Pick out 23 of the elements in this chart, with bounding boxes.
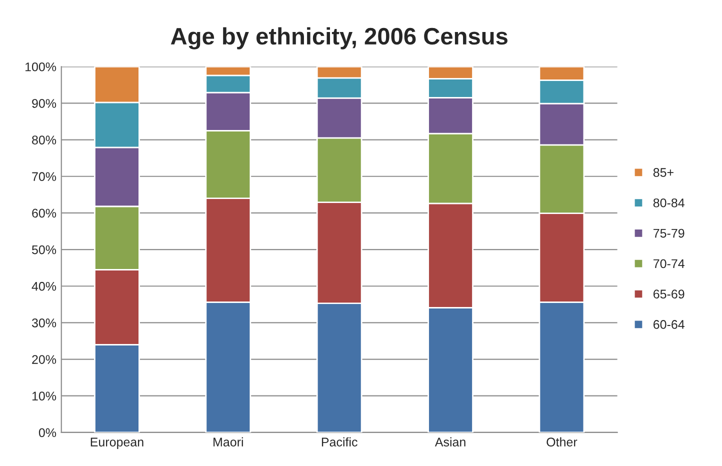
y-tick-label: 40% [32, 282, 56, 291]
y-tick-label: 0% [38, 428, 56, 438]
chart-title: Age by ethnicity, 2006 Census [170, 27, 508, 50]
legend-label: 80-84 [653, 198, 684, 208]
y-tick-label: 100% [25, 62, 56, 72]
legend-label: 75-79 [654, 228, 684, 238]
y-tick-label: 90% [32, 99, 56, 108]
y-tick-label: 10% [32, 392, 56, 401]
x-tick-label: Other [546, 437, 578, 446]
y-tick-label: 70% [32, 172, 56, 182]
legend-label: 70-74 [654, 259, 684, 268]
y-tick-label: 30% [32, 318, 56, 328]
x-tick-label: European [90, 438, 144, 449]
y-tick-label: 20% [32, 355, 56, 364]
legend-label: 85+ [653, 168, 674, 177]
x-tick-label: Maori [214, 437, 243, 446]
y-tick-label: 80% [32, 136, 56, 144]
y-tick-label: 60% [32, 208, 56, 218]
x-tick-label: Pacific [322, 437, 358, 446]
x-tick-label: Asian [434, 437, 466, 446]
legend-label: 65-69 [654, 290, 684, 298]
legend-label: 60-64 [654, 320, 684, 329]
y-tick-label: 50% [32, 245, 56, 254]
